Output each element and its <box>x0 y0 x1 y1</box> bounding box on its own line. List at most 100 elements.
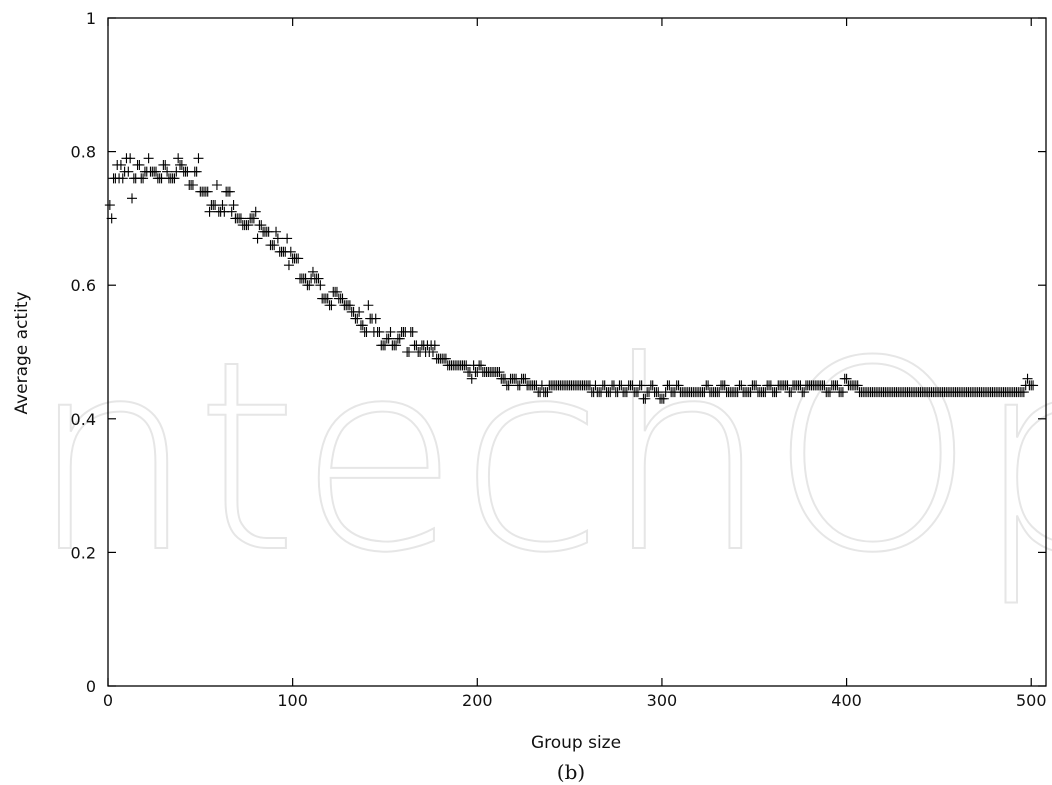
data-point <box>250 206 261 217</box>
data-point <box>542 387 553 398</box>
data-point <box>383 333 394 344</box>
data-point <box>673 380 684 391</box>
x-tick-label: 500 <box>1016 691 1047 710</box>
data-point <box>852 380 863 391</box>
data-point <box>304 280 315 291</box>
data-point <box>832 380 843 391</box>
y-axis-title: Average actity <box>12 291 32 414</box>
data-point <box>786 387 797 398</box>
data-point <box>202 186 213 197</box>
data-point <box>391 340 402 351</box>
data-point <box>117 173 128 184</box>
data-point <box>703 380 714 391</box>
x-axis-title: Group size <box>531 733 621 753</box>
data-point <box>494 367 505 378</box>
watermark-text: IntechOpen <box>0 305 1052 610</box>
data-point <box>466 373 477 384</box>
data-point <box>429 340 440 351</box>
data-point <box>394 333 405 344</box>
data-point <box>363 300 374 311</box>
data-point <box>403 347 414 357</box>
data-point <box>193 153 204 164</box>
data-point <box>125 153 136 164</box>
data-point <box>162 166 173 177</box>
x-tick-label: 100 <box>277 691 308 710</box>
data-point <box>248 213 259 224</box>
y-tick-label: 0.2 <box>71 543 96 562</box>
data-points <box>104 153 1039 404</box>
data-point <box>217 200 228 211</box>
data-point <box>134 159 145 170</box>
data-point <box>127 193 138 204</box>
data-point <box>1028 380 1039 391</box>
data-point <box>841 373 852 384</box>
axis-tick-labels: 0 100 200 300 400 500 0 0.2 0.4 0.6 0.8 1 <box>71 9 1047 710</box>
data-point <box>123 166 134 177</box>
data-point <box>252 233 263 244</box>
data-point <box>771 387 782 398</box>
data-point <box>344 300 355 311</box>
data-point <box>352 313 363 324</box>
data-point <box>427 347 438 357</box>
data-point <box>658 393 669 404</box>
data-point <box>138 173 149 184</box>
plot-frame <box>107 17 1047 687</box>
data-point <box>331 286 342 297</box>
data-point <box>235 213 246 224</box>
data-point <box>285 246 296 257</box>
data-point <box>354 306 365 317</box>
data-point <box>370 313 381 324</box>
data-point <box>224 186 235 197</box>
data-point <box>385 326 396 337</box>
data-point <box>282 233 293 244</box>
x-tick-label: 400 <box>831 691 862 710</box>
data-point <box>211 180 222 190</box>
data-point <box>1022 373 1033 384</box>
data-point <box>243 220 254 231</box>
data-point <box>407 326 418 337</box>
data-point <box>503 380 514 391</box>
data-point <box>374 326 385 337</box>
data-point <box>751 380 762 391</box>
y-tick-label: 0.8 <box>71 143 96 162</box>
data-point <box>326 300 337 311</box>
data-point <box>799 387 810 398</box>
data-point <box>315 280 326 291</box>
data-point <box>204 206 215 217</box>
data-point <box>283 260 294 271</box>
data-point <box>256 220 267 231</box>
x-tick-label: 200 <box>462 691 493 710</box>
data-point <box>837 387 848 398</box>
data-point <box>226 206 237 217</box>
data-point <box>736 380 747 391</box>
data-point <box>151 166 162 177</box>
data-point <box>824 387 835 398</box>
data-point <box>1018 387 1029 398</box>
data-point <box>173 153 184 164</box>
x-tick-label: 300 <box>647 691 678 710</box>
data-point <box>272 233 283 244</box>
data-point <box>520 373 531 384</box>
data-point <box>337 293 348 304</box>
data-point <box>191 166 202 177</box>
data-point <box>307 266 318 277</box>
data-point <box>440 353 451 364</box>
data-point <box>269 240 280 251</box>
y-tick-label: 0 <box>86 677 96 696</box>
data-point <box>313 273 324 284</box>
data-point <box>104 200 115 211</box>
data-point <box>475 360 486 371</box>
data-point <box>187 180 198 190</box>
data-point <box>160 159 171 170</box>
data-point <box>271 226 282 237</box>
data-point <box>640 393 651 404</box>
data-point <box>169 173 180 184</box>
data-point <box>719 380 730 391</box>
data-point <box>636 380 647 391</box>
data-point <box>143 153 154 164</box>
y-tick-label: 1 <box>86 9 96 28</box>
data-point <box>293 253 304 264</box>
y-tick-label: 0.6 <box>71 276 96 295</box>
figure-caption: (b) <box>557 760 585 784</box>
